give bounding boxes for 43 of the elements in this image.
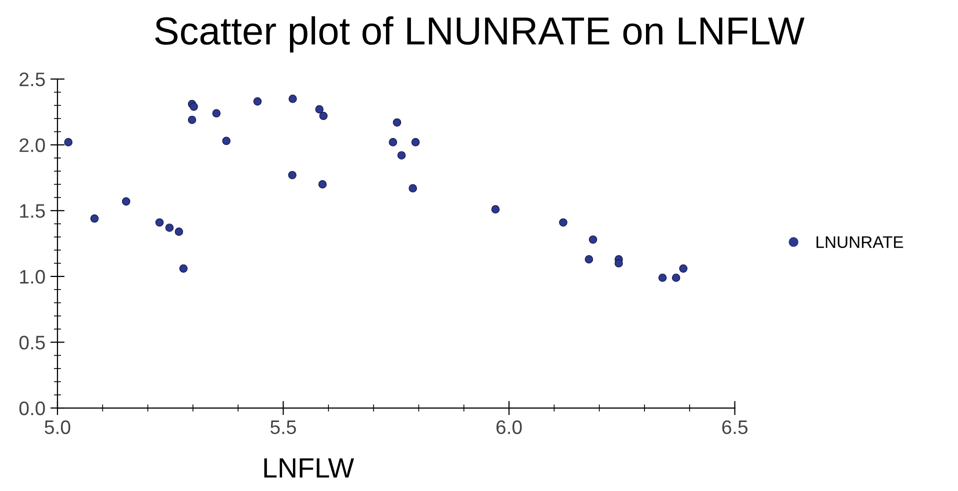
point [584,255,594,264]
point [212,109,221,118]
point [253,97,262,106]
y-tick-label: 1.0 [20,270,45,284]
point [679,264,688,273]
x-axis-title: LNFLW [264,458,354,478]
point [614,259,623,268]
point [672,274,680,282]
point [155,218,164,227]
y-tick-label: 2.0 [20,138,45,152]
point [288,170,296,180]
point [288,94,297,103]
point [188,116,196,124]
chart-title: Scatter plot of LNUNRATE on LNFLW [155,16,805,52]
point [658,274,667,282]
x-tick-label: 5.5 [270,420,296,434]
y-tick-label: 2.5 [20,72,45,86]
point [222,136,231,146]
point [559,218,568,227]
point [491,205,500,214]
point [392,118,402,127]
point [588,235,598,244]
point [90,214,99,223]
y-tick-label: 1.5 [20,204,45,218]
point [64,138,72,146]
point [179,264,188,273]
point [388,138,398,146]
point [411,138,420,146]
point [397,151,406,160]
point [318,180,327,188]
point [190,102,198,111]
y-tick-label: 0.0 [19,401,45,416]
y-tick-label: 0.5 [19,336,45,350]
point [174,228,184,236]
point [165,224,174,232]
x-tick-label: 6.0 [496,420,522,434]
point [319,112,328,120]
x-tick-label: 6.5 [722,420,748,434]
x-tick-label: 5.0 [44,420,70,434]
legend-label: LNUNRATE [816,236,904,248]
point [408,184,417,192]
point [122,197,130,206]
point [315,105,324,114]
